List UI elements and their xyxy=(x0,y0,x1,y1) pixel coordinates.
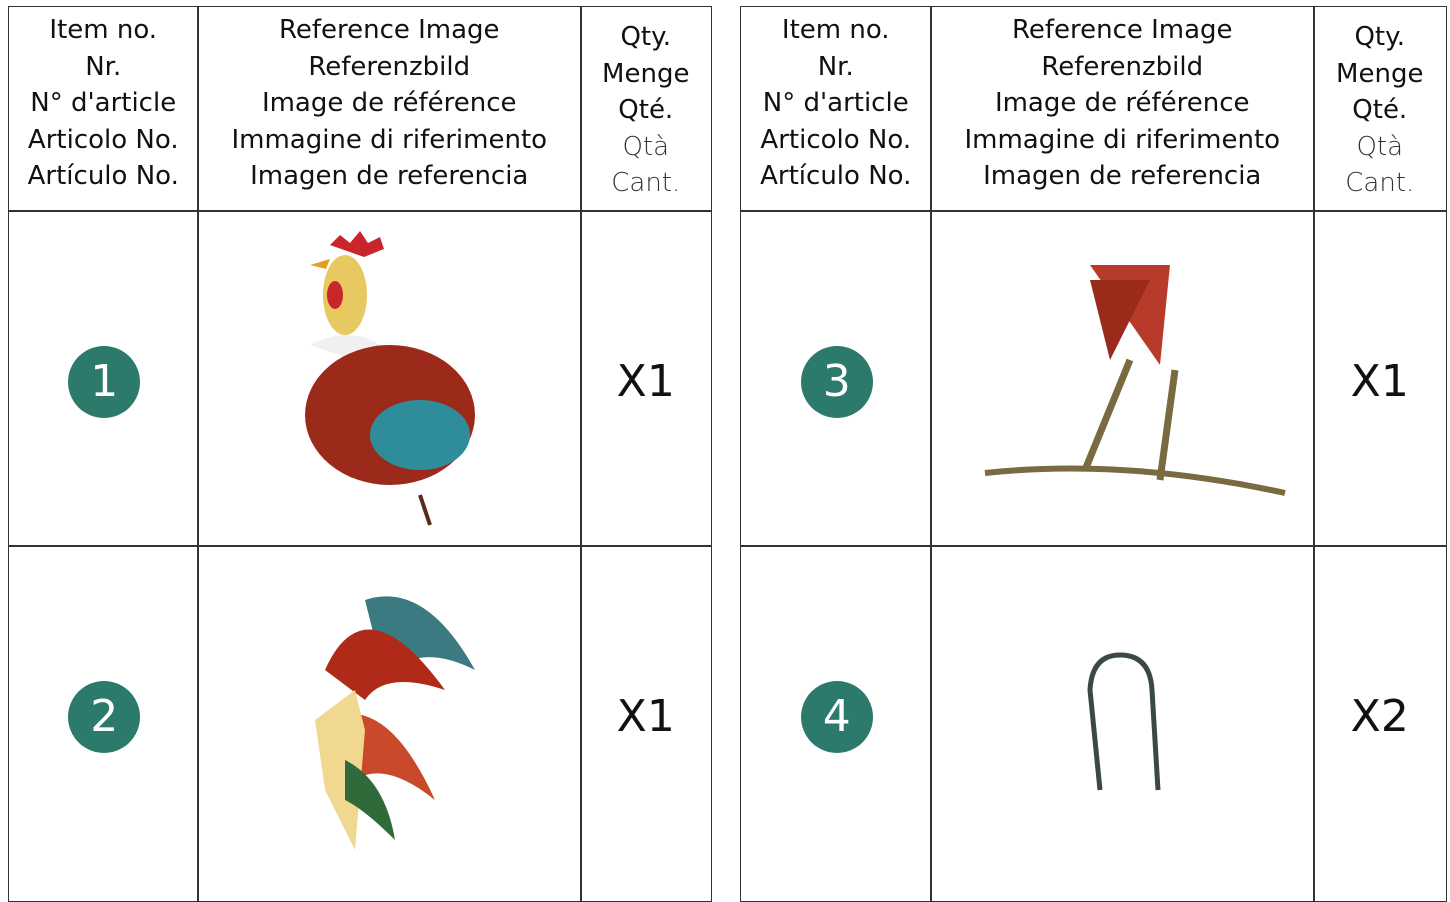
header-line: N° d'article xyxy=(30,88,177,118)
quantity: X1 xyxy=(616,691,675,742)
header-line: Immagine di riferimento xyxy=(964,124,1281,155)
quantity: X1 xyxy=(1350,356,1409,407)
body-cell: 2 xyxy=(8,545,199,902)
header-line: N° d'article xyxy=(762,88,909,118)
body-cell: X2 xyxy=(1313,545,1447,902)
body-cell xyxy=(930,210,1315,547)
header-cell: Item no. Nr. N° d'article Articolo No. Artíc… xyxy=(8,6,199,212)
item-number: 4 xyxy=(800,681,873,753)
rooster-tail-image xyxy=(315,596,475,850)
item-number: 2 xyxy=(68,681,141,753)
body-cell: 1 xyxy=(8,210,199,547)
header-line: Nr. xyxy=(817,51,854,82)
header-line: Nr. xyxy=(85,51,122,82)
header-line: Referenzbild xyxy=(308,51,471,82)
stand-image xyxy=(984,265,1286,496)
body-cell: 3 xyxy=(740,210,932,547)
body-cell: X1 xyxy=(580,210,712,547)
header-line: Referenzbild xyxy=(1041,51,1204,82)
body-cell: X1 xyxy=(1313,210,1447,547)
header-line: Imagen de referencia xyxy=(983,161,1262,191)
header-line: Artículo No. xyxy=(760,161,912,191)
header-cell: Qty. Menge Qté. Qtà Cant. xyxy=(1313,6,1447,212)
stake-image xyxy=(1087,652,1161,791)
quantity: X1 xyxy=(616,356,675,407)
body-cell xyxy=(197,210,582,547)
header-line: Item no. xyxy=(49,15,158,45)
header-line: Item no. xyxy=(781,15,890,45)
header-cell: Qty. Menge Qté. Qtà Cant. xyxy=(580,6,712,212)
rooster-body-image xyxy=(305,231,475,526)
header-line: Qty. xyxy=(620,22,672,52)
header-cell: Reference Image Referenzbild Image de réfé… xyxy=(930,6,1315,212)
header-cell: Item no. Nr. N° d'article Articolo No. Artíc… xyxy=(740,6,932,212)
header-line: Immagine di riferimento xyxy=(231,124,548,155)
header-line: Qtà xyxy=(1356,131,1404,162)
header-cell: Reference Image Referenzbild Image de réfé… xyxy=(197,6,582,212)
header-line: Qté. xyxy=(618,95,674,125)
header-line: Qtà xyxy=(622,131,670,162)
quantity: X2 xyxy=(1350,691,1409,742)
item-number: 1 xyxy=(68,346,141,418)
header-line: Articolo No. xyxy=(27,124,179,155)
header-line: Qté. xyxy=(1352,95,1408,125)
body-cell: X1 xyxy=(580,545,712,902)
header-line: Imagen de referencia xyxy=(250,161,529,191)
header-line: Qty. xyxy=(1354,22,1406,52)
header-line: Cant. xyxy=(611,168,681,198)
header-line: Menge xyxy=(1336,58,1424,89)
header-line: Cant. xyxy=(1345,168,1415,198)
header-line: Reference Image xyxy=(278,15,500,45)
header-line: Menge xyxy=(602,58,690,89)
header-line: Reference Image xyxy=(1011,15,1233,45)
header-line: Image de référence xyxy=(994,88,1250,118)
header-line: Artículo No. xyxy=(27,161,179,191)
item-number: 3 xyxy=(800,346,873,418)
body-cell: 4 xyxy=(740,545,932,902)
header-line: Articolo No. xyxy=(760,124,912,155)
header-line: Image de référence xyxy=(261,88,517,118)
